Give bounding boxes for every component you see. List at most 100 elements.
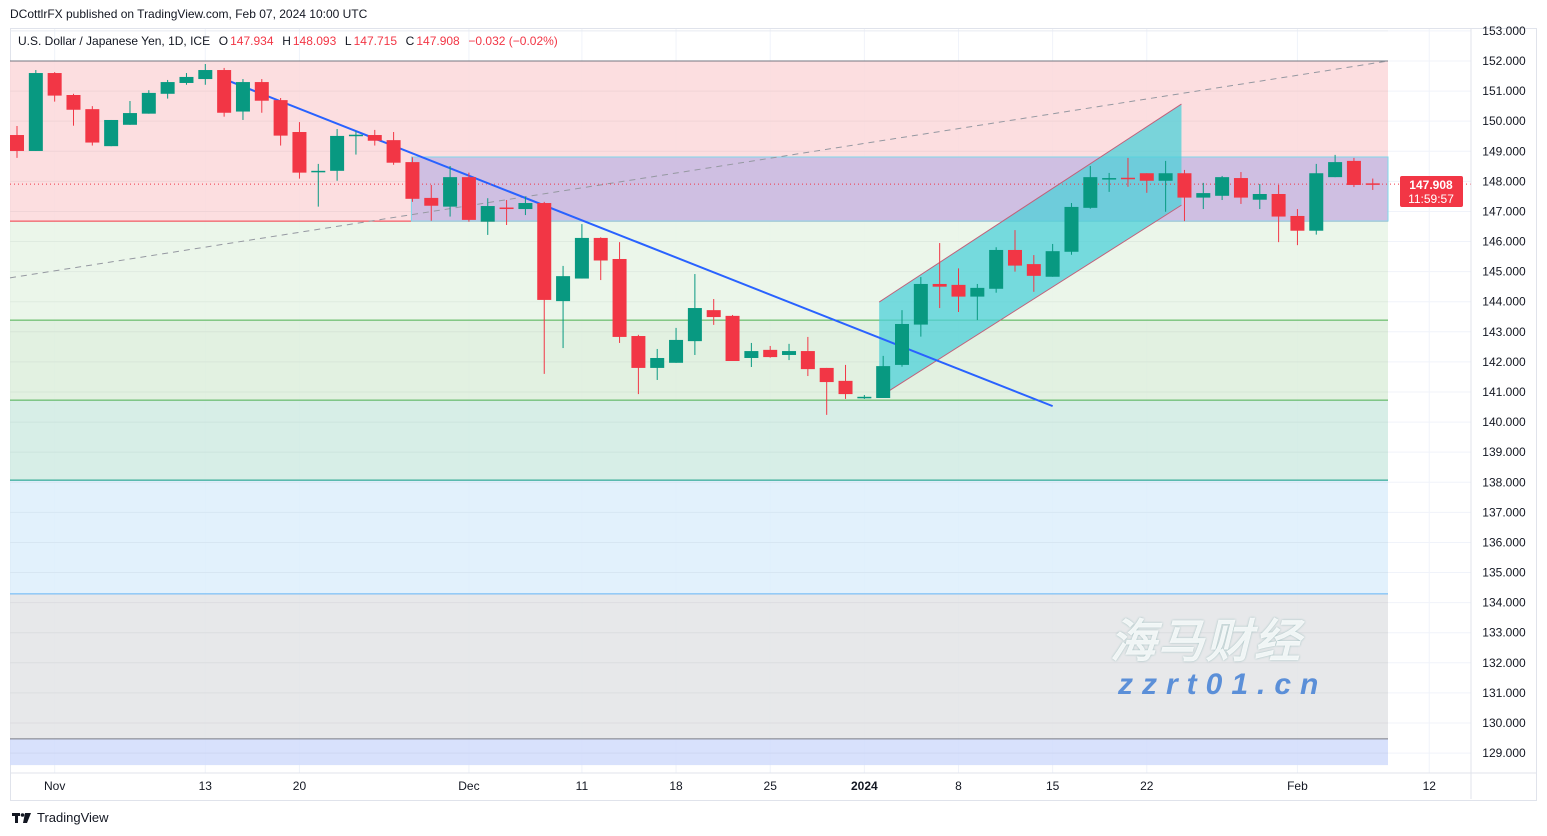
price-tick-label: 147.000 [1482,204,1526,218]
price-tick-label: 140.000 [1482,415,1526,429]
price-tick-label: 130.000 [1482,716,1526,730]
candle-body [66,95,81,110]
candle-body [461,177,476,220]
candle [273,98,288,146]
price-tick-label: 134.000 [1482,596,1526,610]
time-tick-label: 15 [1046,779,1060,793]
candle-body [254,82,269,101]
candle [1215,175,1230,201]
candle-body [951,284,966,297]
time-tick-label: 2024 [851,779,878,793]
candle [989,247,1004,293]
price-tick-label: 149.000 [1482,144,1526,158]
price-tick-label: 139.000 [1482,445,1526,459]
candle-body [1120,177,1135,180]
candle-body [1290,215,1305,231]
candle-body [989,249,1004,289]
candle-body [1158,173,1173,181]
candle-body [122,113,137,125]
price-tick-label: 137.000 [1482,505,1526,519]
candle [311,163,326,207]
candle-body [480,206,495,222]
time-tick-label: Dec [458,779,479,793]
candle [593,237,608,281]
fib-zone [10,738,1388,766]
candle-body [1271,193,1286,217]
candle [254,79,269,113]
candle [763,345,778,358]
candle-body [1215,177,1230,196]
time-tick-label: 22 [1140,779,1154,793]
candle-body [537,203,552,300]
candle [235,79,250,120]
candle [179,73,194,85]
price-tick-label: 151.000 [1482,84,1526,98]
candle-body [650,357,665,368]
candle [348,131,363,155]
candle-body [838,380,853,395]
parallel-channel [879,104,1182,398]
candle-body [1045,251,1060,277]
price-tick-label: 145.000 [1482,265,1526,279]
candle [876,355,891,399]
last-price-box [1400,176,1463,207]
price-axis[interactable]: 153.000 152.000 151.000 150.000 149.000 148.0… [1470,24,1526,799]
candle-body [1139,173,1154,181]
candle-body [876,366,891,399]
price-tick-label: 136.000 [1482,535,1526,549]
candle-body [1346,160,1361,185]
candle [122,101,137,125]
candle-body [499,207,514,210]
time-axis[interactable]: Nov 13 20 Dec 11 18 25 2024 8 15 22 Feb 12 [10,772,1537,793]
tradingview-footer[interactable]: TradingView [12,810,109,825]
candle [537,201,552,374]
candle-body [28,73,43,151]
candle-body [1064,206,1079,252]
candle [141,90,156,114]
tradingview-logo-icon [12,812,31,823]
last-price-marker: 147.908 11:59:57 [1400,176,1463,207]
time-tick-label: 12 [1423,779,1437,793]
candle-body [895,323,910,365]
candle-body [273,100,288,136]
candle-body [932,283,947,287]
candle [932,243,947,309]
candle [1177,169,1192,222]
price-tick-label: 142.000 [1482,355,1526,369]
candle-body [330,135,345,171]
candle-body [556,276,571,302]
candle-body [687,308,702,342]
candle [28,70,43,151]
candle [1158,160,1173,212]
candle-body [386,140,401,163]
candle [951,268,966,312]
candle-body [819,367,834,383]
candle-body [10,135,24,151]
downtrend-line [223,78,1054,408]
candle [1365,178,1380,190]
candle-body [292,132,307,173]
publication-info: DCottlrFX published on TradingView.com, … [10,7,368,21]
candle-body [141,92,156,114]
candle-body [1196,193,1211,198]
candle [1328,154,1343,178]
time-tick-label: Nov [44,779,65,793]
candle [1346,157,1361,188]
candle-body [744,351,759,358]
candle [574,224,589,279]
time-tick-label: 18 [669,779,683,793]
candle [405,157,420,202]
close-label: C [405,34,415,48]
open-value: 147.934 [230,34,274,48]
price-tick-label: 144.000 [1482,295,1526,309]
candle [198,64,213,85]
candle [1120,157,1135,187]
candle-body [348,134,363,137]
candle-body [198,70,213,80]
symbol-legend: U.S. Dollar / Japanese Yen, 1D, ICE O 147… [18,34,560,48]
candle-body [574,237,589,279]
symbol-title[interactable]: U.S. Dollar / Japanese Yen, 1D, ICE [18,34,211,48]
candle-body [725,315,740,361]
time-tick-label: 20 [293,779,307,793]
